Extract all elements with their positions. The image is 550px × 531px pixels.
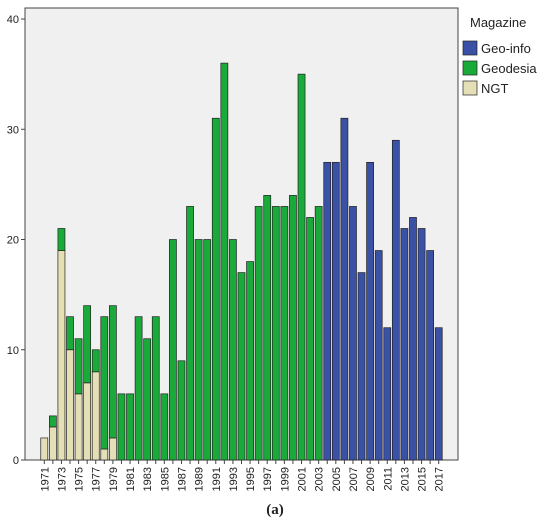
x-tick-label: 2005 (331, 467, 343, 491)
bar-ngt-1972 (48, 426, 57, 461)
x-tick-label: 1999 (279, 467, 291, 491)
bar-geodesia-1992 (220, 62, 229, 461)
legend: Magazine Geo-info Geodesia NGT (462, 15, 537, 96)
legend-label-geodesia: Geodesia (481, 61, 537, 76)
legend-title: Magazine (470, 15, 526, 30)
bar-geodesia-1993 (229, 239, 237, 461)
x-tick-label: 2001 (297, 467, 309, 491)
x-tick-label: 2015 (417, 467, 429, 491)
x-tick-label: 1971 (39, 467, 51, 491)
bar-geodesia-1976 (83, 305, 92, 384)
bar-geodesia-1986 (169, 239, 177, 461)
y-tick-label: 10 (7, 345, 19, 357)
legend-swatch-geodesia (462, 60, 478, 76)
x-tick-label: 1977 (91, 467, 103, 491)
x-tick-label: 1983 (142, 467, 154, 491)
bar-geodesia-1980 (117, 393, 126, 461)
bar-geodesia-1983 (143, 338, 152, 461)
bar-geodesia-1989 (194, 239, 203, 461)
x-tick-label: 1993 (228, 467, 240, 491)
x-tick-label: 1997 (262, 467, 274, 491)
y-tick-label: 20 (7, 235, 19, 247)
bar-geodesia-1987 (177, 360, 186, 461)
bar-geodesia-1973 (57, 228, 66, 251)
bar-geodesia-1997 (263, 195, 272, 461)
bar-geo-info-2007 (349, 206, 357, 461)
bar-ngt-1975 (74, 393, 83, 461)
bar-geo-info-2017 (434, 327, 443, 461)
x-tick-label: 2017 (434, 467, 446, 491)
x-tick-label: 1989 (194, 467, 206, 491)
bar-geo-info-2009 (366, 161, 374, 461)
x-tick-label: 1995 (245, 467, 257, 491)
bar-geodesia-2003 (314, 206, 323, 461)
x-tick-label: 1981 (125, 467, 137, 491)
bar-geodesia-1995 (246, 261, 254, 461)
bar-geodesia-1994 (237, 272, 246, 461)
x-tick-label: 1985 (159, 467, 171, 491)
bar-geodesia-1999 (280, 206, 289, 461)
bar-ngt-1974 (66, 349, 74, 461)
x-tick-label: 1973 (56, 467, 68, 491)
bar-geo-info-2015 (417, 228, 426, 461)
y-tick-label: 0 (13, 455, 19, 467)
bar-geodesia-1990 (203, 239, 212, 461)
bar-geo-info-2013 (400, 228, 409, 461)
bar-geodesia-1982 (134, 316, 143, 461)
bar-geo-info-2005 (331, 161, 340, 461)
bar-geo-info-2012 (391, 139, 400, 461)
x-tick-label: 2007 (348, 467, 360, 491)
bar-ngt-1977 (91, 371, 100, 461)
bar-ngt-1978 (100, 448, 109, 461)
bar-geodesia-2001 (297, 73, 306, 461)
x-tick-label: 1979 (108, 467, 120, 491)
figure-caption: (a) (266, 502, 284, 518)
bar-geodesia-1977 (91, 349, 100, 373)
bar-geodesia-1981 (126, 393, 134, 461)
bar-geodesia-1985 (160, 393, 169, 461)
bar-geodesia-1988 (186, 206, 194, 461)
x-tick-label: 1987 (176, 467, 188, 491)
bar-geo-info-2011 (383, 327, 392, 461)
bar-geodesia-1974 (66, 316, 74, 351)
bar-ngt-1979 (109, 437, 117, 461)
bar-geodesia-1991 (211, 117, 220, 461)
bar-geodesia-2000 (289, 195, 297, 461)
legend-label-geo-info: Geo-info (481, 41, 531, 56)
y-tick-label: 30 (7, 124, 19, 136)
bar-geodesia-1979 (109, 305, 117, 439)
x-tick-label: 2003 (314, 467, 326, 491)
bar-ngt-1973 (57, 250, 66, 461)
legend-swatch-ngt (462, 80, 478, 96)
bar-geo-info-2016 (426, 250, 434, 461)
legend-label-ngt: NGT (481, 81, 509, 96)
x-tick-label: 1991 (211, 467, 223, 491)
legend-swatch-geo-info (462, 40, 478, 56)
bar-ngt-1971 (40, 437, 49, 461)
bar-geo-info-2008 (357, 272, 366, 461)
bar-geodesia-1978 (100, 316, 109, 450)
y-tick-label: 40 (7, 14, 19, 26)
bar-geodesia-1984 (151, 316, 160, 461)
x-tick-label: 2013 (399, 467, 411, 491)
bars-layer (40, 62, 443, 461)
x-tick-label: 2011 (382, 467, 394, 491)
x-tick-label: 1975 (74, 467, 86, 491)
bar-geo-info-2006 (340, 117, 349, 461)
bar-geo-info-2004 (323, 161, 332, 461)
bar-geo-info-2014 (409, 217, 417, 461)
bar-geo-info-2010 (374, 250, 383, 461)
bar-geodesia-1972 (48, 415, 57, 428)
bar-geodesia-1998 (271, 206, 280, 461)
bar-geodesia-1996 (254, 206, 263, 461)
x-axis: 1971 1973 1975 1977 1979 1981 1983 1985 1987 1989… (39, 460, 446, 491)
x-tick-label: 2009 (365, 467, 377, 491)
bar-ngt-1976 (83, 382, 92, 461)
bar-geodesia-1975 (74, 338, 83, 395)
y-axis: 0 10 20 30 40 (7, 14, 25, 467)
bar-geodesia-2002 (306, 217, 314, 461)
